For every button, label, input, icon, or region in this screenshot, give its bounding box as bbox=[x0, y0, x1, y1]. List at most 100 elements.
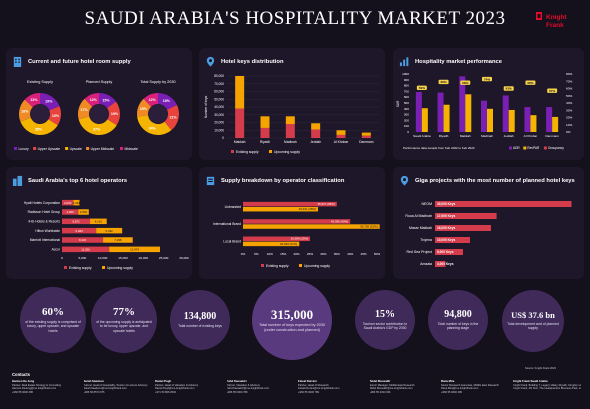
x-tick-label: Al Khobar bbox=[334, 140, 349, 144]
bar-adr bbox=[481, 100, 487, 132]
contact-email[interactable]: Knight Frank, 4th floor, The Headquarter… bbox=[512, 387, 582, 391]
donut-slice bbox=[164, 105, 180, 131]
giga-panel bbox=[393, 167, 584, 279]
donut-slice bbox=[78, 116, 117, 136]
contact-card: Fahd Kassabiri Partner, Valuation & Advis… bbox=[227, 380, 296, 394]
x-tick-label: 50% bbox=[374, 252, 380, 256]
occupancy-label: 57% bbox=[549, 89, 555, 93]
y2-tick-label: 20% bbox=[566, 116, 572, 120]
bar-revpar bbox=[443, 104, 450, 132]
hotel-building-icon bbox=[13, 56, 22, 67]
stat-circle: US$ 37.6 bn Total development cost of pl… bbox=[502, 290, 564, 352]
x-tick-label: Al Khobar bbox=[524, 134, 538, 138]
stat-circle: 15% Tourism sector contribution to Saudi… bbox=[355, 290, 415, 350]
contact-email[interactable]: Sarah.Saadoon@me.knightfrank.com bbox=[83, 387, 127, 391]
stat-circle: 60% of the existing supply is comprised … bbox=[20, 287, 86, 353]
data-label: 10,000 Keys bbox=[437, 238, 455, 242]
bar-existing bbox=[243, 201, 337, 207]
contact-card: Harmen De Jong Partner, Real Estate Strat… bbox=[12, 380, 81, 394]
occupancy-marker bbox=[438, 79, 449, 85]
stat-value: 60% bbox=[42, 305, 64, 318]
stat-label: Total number of existing keys bbox=[178, 323, 222, 328]
y2-tick-label: 40% bbox=[566, 101, 572, 105]
legend-label: Upper Upscale bbox=[38, 147, 61, 151]
y2-tick-label: 70% bbox=[566, 79, 572, 83]
bar-upcoming bbox=[243, 241, 300, 247]
y-tick-label: Roua Al Madinah bbox=[405, 214, 432, 218]
contact-email[interactable]: Daniel.Pugh@me.knightfrank.com bbox=[155, 387, 195, 391]
data-label-existing: 6,872 bbox=[72, 219, 80, 223]
bar-existing bbox=[243, 236, 310, 242]
bar-upcoming bbox=[361, 132, 371, 136]
y-tick-label: IHG Hotels & Resorts bbox=[28, 219, 60, 223]
bar-existing bbox=[235, 108, 245, 138]
chart-note: Performance data sample from Feb 2022 to… bbox=[403, 146, 475, 150]
operators-panel-title: Saudi Arabia's top 6 hotel operators bbox=[28, 178, 128, 184]
occupancy-label: 59% bbox=[419, 86, 425, 90]
y-axis-label: SAR bbox=[396, 100, 400, 107]
bar bbox=[435, 237, 470, 243]
contact-card: Knight Frank Saudi Arabia Knight Frank, B… bbox=[513, 380, 582, 391]
donut-slice bbox=[137, 98, 152, 117]
data-label: 3,000 Keys bbox=[437, 262, 454, 266]
bar-existing bbox=[285, 124, 295, 138]
donut-slice bbox=[19, 99, 33, 122]
contact-email[interactable]: Harmen.DeJong@me.knightfrank.com bbox=[12, 387, 57, 391]
contact-card: Rana Mira Senior Research Associate, Midd… bbox=[441, 380, 510, 394]
bar-upcoming bbox=[285, 116, 295, 125]
y-tick-label: Radisson Hotel Group bbox=[28, 210, 61, 214]
contact-role: Partner, Real Estate Strategy & Consulti… bbox=[12, 383, 62, 387]
bar-adr bbox=[437, 92, 444, 132]
donut-slice-label: 18% bbox=[163, 99, 171, 103]
data-label-existing: 11,026 bbox=[81, 247, 90, 251]
stat-value: 134,800 bbox=[183, 310, 217, 322]
page-title: SAUDI ARABIA'S HOSPITALITY MARKET 2023 bbox=[84, 8, 506, 29]
legend-swatch bbox=[64, 266, 67, 269]
donut-slice bbox=[24, 93, 40, 108]
contact-email[interactable]: Faisal.Durrani@me.knightfrank.com bbox=[298, 387, 340, 391]
legend-label: Existing supply bbox=[236, 150, 259, 154]
occupancy-label: 68% bbox=[527, 81, 533, 85]
x-tick-label: Riyadh bbox=[260, 140, 270, 144]
y-tick-label: 30,000 bbox=[214, 113, 224, 117]
bar-upcoming bbox=[78, 209, 89, 215]
legend-label: Upcoming supply bbox=[274, 150, 300, 154]
y2-tick-label: 50% bbox=[566, 94, 572, 98]
city-buildings-icon bbox=[12, 175, 23, 186]
y-tick-label: 0 bbox=[407, 130, 409, 134]
performance-panel-title: Hospitality market performance bbox=[415, 59, 502, 65]
x-tick-label: 25,000 bbox=[159, 256, 169, 260]
y-tick-label: 10,000 bbox=[214, 128, 224, 132]
data-label-upcoming: 1,461 bbox=[73, 201, 81, 205]
donut-hole bbox=[30, 104, 50, 124]
x-tick-label: 0 bbox=[61, 256, 63, 260]
occupancy-label: 66% bbox=[440, 80, 446, 84]
y-tick-label: 100 bbox=[404, 124, 409, 128]
y-tick-label: 200 bbox=[404, 118, 409, 122]
x-tick-label: 40% bbox=[347, 252, 353, 256]
x-tick-label: 35% bbox=[334, 252, 340, 256]
x-tick-label: Dammam bbox=[545, 134, 559, 138]
key-pin-icon bbox=[206, 56, 215, 67]
stat-circle: 77% of the upcoming supply is anticipate… bbox=[91, 287, 157, 353]
y-tick-label: Trojena bbox=[420, 238, 432, 242]
contact-role: Partner, Head of Research bbox=[298, 383, 329, 387]
legend-label: Luxury bbox=[19, 147, 29, 151]
contact-email[interactable]: Rana.Mira@me.knightfrank.com bbox=[441, 387, 479, 391]
x-tick-label: Riyadh bbox=[439, 134, 449, 138]
contact-card: Faisal Durrani Partner, Head of Research F… bbox=[298, 380, 367, 394]
bar bbox=[435, 261, 446, 267]
data-label: 39,000 Keys bbox=[437, 202, 455, 206]
room-supply-donut-charts: Existing Supply 19% 15% 35% 18% 13% Planned Su… bbox=[14, 80, 180, 151]
donut-hole bbox=[148, 104, 168, 124]
bar-existing bbox=[311, 129, 321, 138]
bar-upcoming bbox=[90, 218, 107, 225]
bar-existing bbox=[62, 218, 91, 225]
contact-email[interactable]: Fahd.Kassabiri@me.knightfrank.com bbox=[226, 387, 270, 391]
x-tick-label: Makkah bbox=[460, 134, 471, 138]
donut-slice bbox=[78, 98, 93, 120]
occupancy-marker bbox=[503, 86, 514, 91]
contact-email[interactable]: Abdel.Mousallir@me.knightfrank.com bbox=[369, 387, 413, 391]
legend-label: Existing supply bbox=[69, 266, 92, 270]
bar-revpar bbox=[530, 115, 537, 132]
